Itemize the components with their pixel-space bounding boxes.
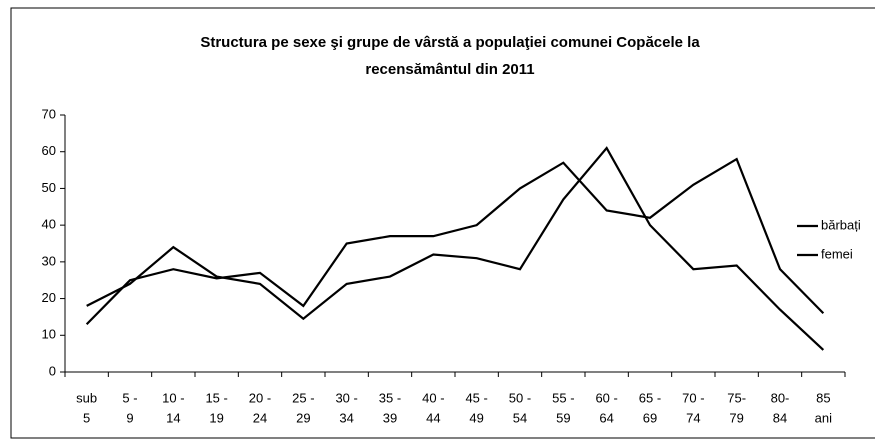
x-tick-label: 10 -: [162, 390, 184, 405]
y-tick-label: 70: [42, 106, 56, 121]
x-tick-label: 40 -: [422, 390, 444, 405]
x-tick-label: 54: [513, 410, 527, 425]
x-tick-label: 59: [556, 410, 570, 425]
chart-title: Structura pe sexe şi grupe de vârstă a p…: [200, 34, 700, 51]
x-tick-label: 20 -: [249, 390, 271, 405]
x-tick-label: 49: [469, 410, 483, 425]
x-tick-label: 24: [253, 410, 267, 425]
x-tick-label: 60 -: [595, 390, 617, 405]
chart-title: recensământul din 2011: [365, 61, 534, 78]
x-tick-label: 44: [426, 410, 440, 425]
x-tick-label: 69: [643, 410, 657, 425]
x-tick-label: 65 -: [639, 390, 661, 405]
y-tick-label: 10: [42, 327, 56, 342]
x-tick-label: 34: [339, 410, 353, 425]
x-tick-label: 85: [816, 390, 830, 405]
x-tick-label: 39: [383, 410, 397, 425]
y-tick-label: 50: [42, 180, 56, 195]
series-line: [85, 157, 825, 326]
x-tick-label: 70 -: [682, 390, 704, 405]
y-tick-label: 40: [42, 217, 56, 232]
x-tick-label: 74: [686, 410, 700, 425]
x-tick-label: 75-: [727, 390, 746, 405]
series-line: [86, 146, 825, 351]
x-tick-label: 30 -: [335, 390, 357, 405]
x-tick-label: 35 -: [379, 390, 401, 405]
x-tick-label: 80-: [771, 390, 790, 405]
x-tick-label: ani: [815, 410, 832, 425]
x-tick-label: 29: [296, 410, 310, 425]
y-tick-label: 20: [42, 290, 56, 305]
x-tick-label: 15 -: [205, 390, 227, 405]
x-tick-label: 25 -: [292, 390, 314, 405]
x-tick-label: 5 -: [122, 390, 137, 405]
x-tick-label: 45 -: [465, 390, 487, 405]
x-tick-label: 19: [209, 410, 223, 425]
legend-label: femei: [821, 246, 853, 261]
x-tick-label: 14: [166, 410, 180, 425]
x-tick-label: 64: [599, 410, 613, 425]
chart-frame: [10, 7, 875, 439]
x-tick-label: 50 -: [509, 390, 531, 405]
x-tick-label: sub: [76, 390, 97, 405]
x-tick-label: 84: [773, 410, 787, 425]
legend-label: bărbați: [821, 217, 861, 232]
x-tick-label: 5: [83, 410, 90, 425]
y-tick-label: 30: [42, 253, 56, 268]
x-tick-label: 55 -: [552, 390, 574, 405]
x-tick-label: 9: [126, 410, 133, 425]
x-tick-label: 79: [729, 410, 743, 425]
y-tick-label: 0: [49, 363, 56, 378]
y-tick-label: 60: [42, 143, 56, 158]
